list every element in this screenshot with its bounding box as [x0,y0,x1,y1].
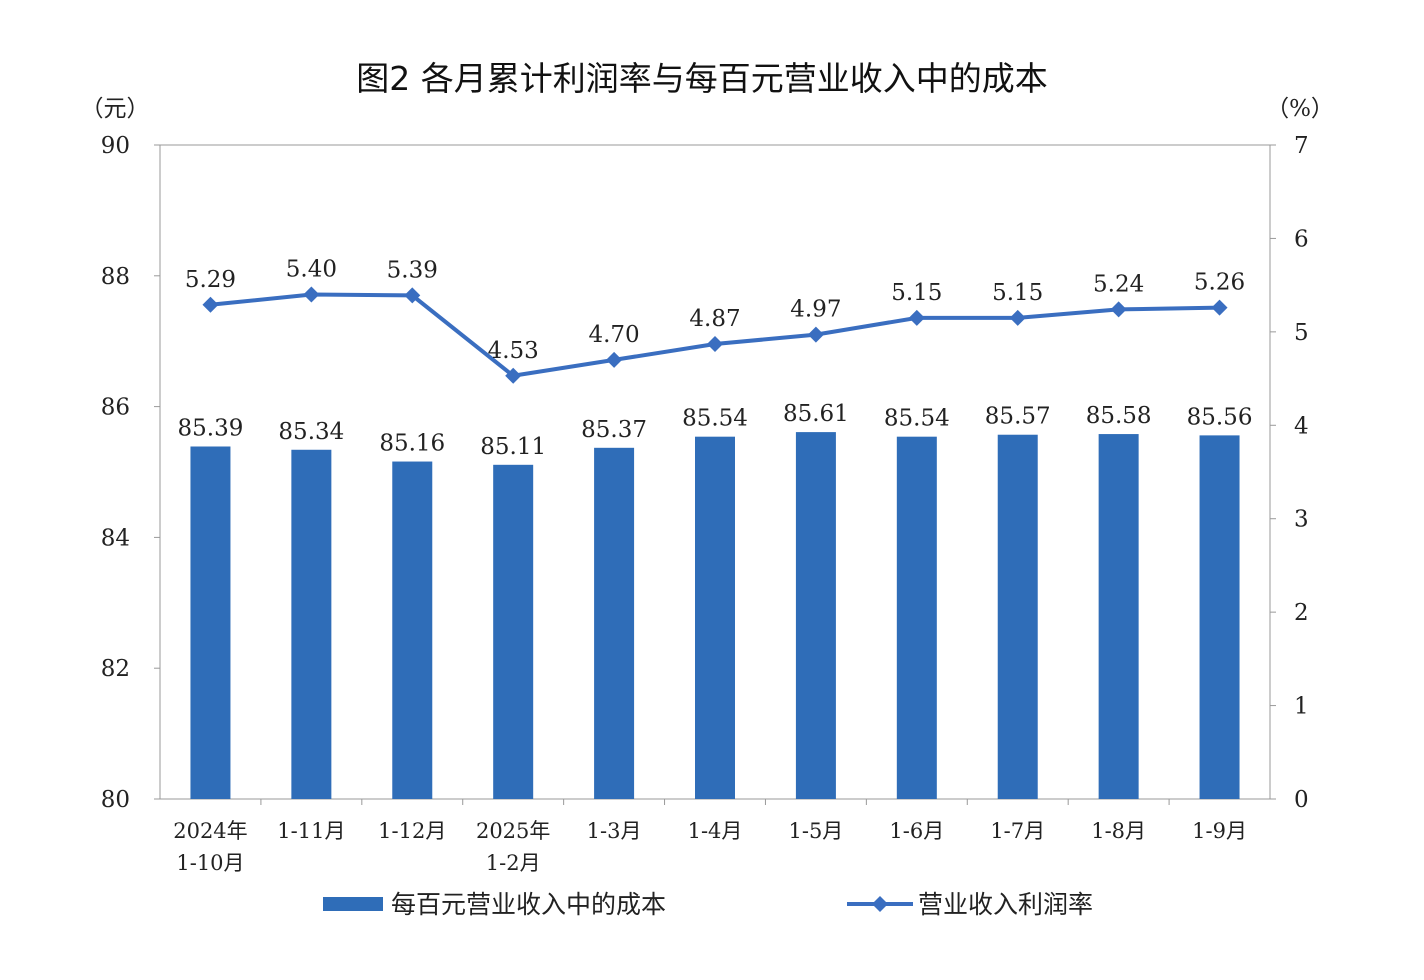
x-category-label: 2024年 [173,819,247,843]
bar-value-label: 85.37 [581,417,647,443]
bar [695,436,735,799]
left-tick-label: 80 [101,787,130,813]
x-category-label: 1-4月 [688,819,743,843]
legend-line-label: 营业收入利润率 [918,890,1093,919]
x-category-label: 1-12月 [378,819,446,843]
bar [795,432,836,799]
line-value-label: 5.15 [992,280,1043,306]
line-value-label: 5.39 [387,257,438,283]
x-category-label: 1-11月 [277,819,345,843]
right-tick-label: 3 [1294,507,1309,533]
line-marker [202,296,219,313]
right-tick-label: 6 [1294,226,1309,252]
left-tick-label: 82 [101,656,130,682]
line-marker [807,326,824,343]
line-marker [1009,309,1026,326]
line-marker [303,286,320,303]
bar [997,434,1038,799]
bar [1098,434,1139,799]
bar-value-label: 85.56 [1187,404,1253,430]
line-value-label: 5.29 [185,267,236,293]
left-tick-label: 90 [101,133,130,159]
bar [493,464,534,799]
bar [1199,435,1240,799]
legend-bar-swatch [323,897,383,911]
bar-value-label: 85.57 [985,404,1051,430]
chart-title: 图2 各月累计利润率与每百元营业收入中的成本 [356,59,1048,98]
x-category-label: 1-6月 [889,819,944,843]
line-value-label: 4.70 [588,322,639,348]
bar [190,446,231,799]
legend-line-marker [872,896,888,912]
line-marker [606,351,623,368]
right-tick-label: 0 [1294,787,1309,813]
bar-value-label: 85.54 [884,406,950,432]
right-tick-label: 4 [1294,413,1309,439]
x-category-label: 1-3月 [587,819,642,843]
bar [392,461,433,799]
right-tick-label: 2 [1294,600,1309,626]
bar [896,436,937,799]
x-category-label: 1-10月 [176,851,244,875]
left-tick-label: 84 [101,525,130,551]
bar-value-label: 85.16 [379,431,445,457]
x-category-label: 1-2月 [486,851,541,875]
bar [594,447,635,799]
legend-bar-label: 每百元营业收入中的成本 [391,890,666,919]
x-category-label: 1-7月 [990,819,1045,843]
right-tick-label: 7 [1294,133,1309,159]
line-value-label: 5.15 [891,280,942,306]
line-marker [404,287,421,304]
right-axis-unit: （%） [1266,96,1334,122]
bar-value-label: 85.11 [480,434,546,460]
line-marker [908,309,925,326]
left-axis-unit: （元） [81,96,150,122]
x-category-label: 1-8月 [1091,819,1146,843]
right-tick-label: 1 [1294,694,1309,720]
x-category-label: 1-9月 [1192,819,1247,843]
x-category-label: 2025年 [476,819,550,843]
line-value-label: 4.87 [689,306,740,332]
left-tick-label: 88 [101,264,130,290]
bar-value-label: 85.58 [1086,403,1152,429]
line-value-label: 4.53 [488,338,539,364]
left-tick-label: 86 [101,395,130,421]
bar [291,449,332,799]
bar-value-label: 85.61 [783,401,849,427]
line-marker [1110,301,1127,318]
line-marker [707,336,723,353]
line-marker [505,367,522,384]
line-value-label: 5.40 [286,256,337,282]
line-value-label: 5.24 [1093,271,1144,297]
bar-value-label: 85.34 [278,419,344,445]
right-tick-label: 5 [1294,320,1309,346]
line-value-label: 4.97 [790,297,841,323]
bar-value-label: 85.39 [178,415,244,441]
bar-value-label: 85.54 [682,406,748,432]
line-value-label: 5.26 [1194,270,1245,296]
line-marker [1211,299,1228,316]
x-category-label: 1-5月 [788,819,843,843]
